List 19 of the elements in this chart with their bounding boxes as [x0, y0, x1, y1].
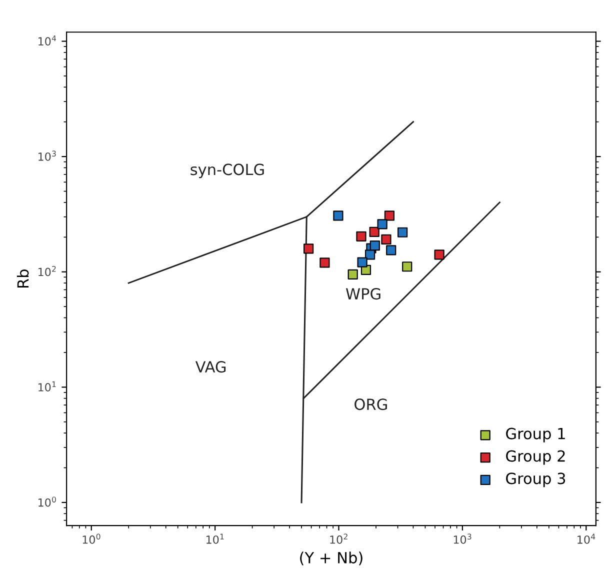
y-tick-label: 10$^{2}$: [38, 266, 56, 276]
y-tick-label: 10$^{4}$: [38, 35, 56, 46]
annotation: VAG: [195, 361, 226, 373]
x-axis-title: (Y + Nb): [300, 552, 362, 566]
annotation: syn-COLG: [190, 164, 264, 178]
x-tick-label: 10$^{1}$: [206, 534, 224, 544]
x-tick-label: 10$^{0}$: [82, 534, 100, 544]
annotation: ORG: [354, 398, 387, 410]
x-tick-label: 10$^{2}$: [330, 534, 348, 544]
x-tick-label: 10$^{4}$: [578, 534, 596, 544]
x-tick-label: 10$^{3}$: [454, 534, 472, 544]
legend-label: Group 2: [506, 450, 565, 465]
annotation: WPG: [346, 288, 380, 300]
y-tick-label: 10$^{3}$: [38, 150, 56, 161]
y-tick-label: 10$^{0}$: [38, 496, 56, 507]
y-tick-label: 10$^{1}$: [38, 381, 56, 392]
legend-label: Group 3: [506, 472, 566, 488]
y-axis-title: Rb: [16, 270, 29, 288]
legend-label: Group 1: [506, 428, 565, 442]
